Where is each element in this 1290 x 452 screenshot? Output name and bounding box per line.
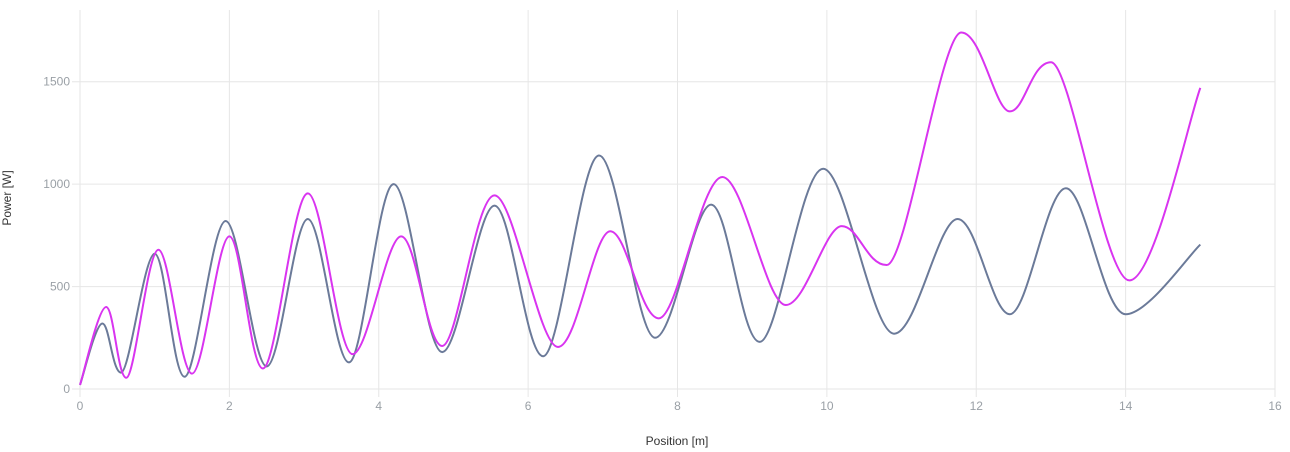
x-tick-label: 4: [375, 399, 382, 413]
series-lines: [79, 31, 1202, 386]
x-tick-label: 2: [226, 399, 233, 413]
x-tick-label: 14: [1119, 399, 1133, 413]
x-tick-label: 0: [77, 399, 84, 413]
x-tick-label: 16: [1268, 399, 1282, 413]
x-axis-title: Position [m]: [646, 434, 709, 448]
y-tick-label: 1000: [43, 177, 70, 191]
y-tick-label: 0: [63, 382, 70, 396]
x-tick-label: 12: [970, 399, 984, 413]
x-tick-label: 8: [674, 399, 681, 413]
grid: [72, 10, 1276, 397]
x-tick-label: 10: [820, 399, 834, 413]
y-tick-label: 500: [50, 280, 70, 294]
y-tick-label: 1500: [43, 75, 70, 89]
tick-labels: 0 2 4 6 8 10 12 14 16 0 500 1000 1500: [43, 75, 1282, 413]
x-tick-label: 6: [525, 399, 532, 413]
series-line-2: [79, 31, 1202, 386]
series-line-1: [79, 154, 1201, 386]
y-axis-title: Power [W]: [0, 170, 14, 225]
